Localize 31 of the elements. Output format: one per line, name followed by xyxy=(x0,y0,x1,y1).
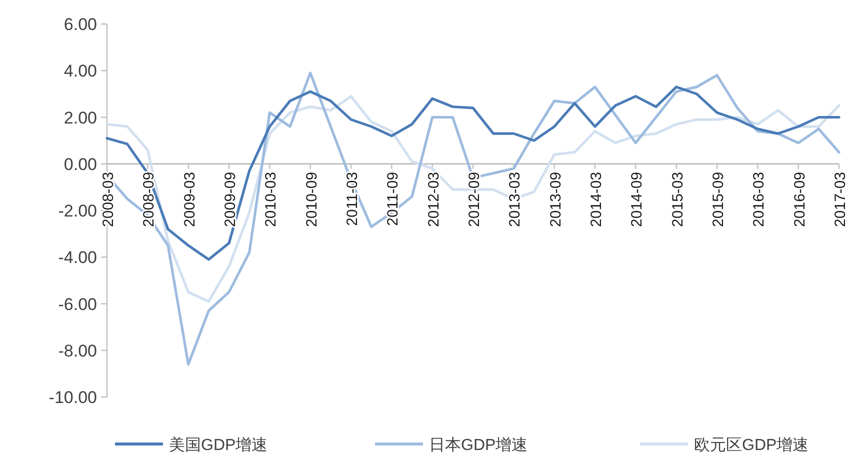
y-tick-label: -8.00 xyxy=(58,341,97,360)
legend-label: 美国GDP增速 xyxy=(169,436,268,454)
x-tick-label: 2013-03 xyxy=(506,172,524,227)
x-tick-label: 2011-03 xyxy=(344,172,361,226)
x-tick-label: 2009-03 xyxy=(181,172,198,227)
legend-label: 欧元区GDP增速 xyxy=(694,436,809,454)
y-tick-label: 0.00 xyxy=(64,154,97,174)
y-tick-label: 2.00 xyxy=(64,108,97,128)
x-tick-label: 2009-09 xyxy=(222,172,239,227)
x-tick-label: 2013-09 xyxy=(547,172,564,227)
legend-label: 日本GDP增速 xyxy=(429,436,528,454)
x-tick-label: 2008-03 xyxy=(100,172,117,227)
y-tick-label: -6.00 xyxy=(58,294,97,314)
x-tick-label: 2015-03 xyxy=(669,172,686,227)
x-tick-label: 2012-03 xyxy=(425,172,442,227)
x-tick-label: 2012-09 xyxy=(466,172,483,227)
x-tick-label: 2014-03 xyxy=(588,172,605,227)
y-tick-label: 6.00 xyxy=(64,15,97,34)
x-tick-label: 2011-09 xyxy=(384,172,402,226)
y-tick-label: 4.00 xyxy=(64,62,97,81)
y-tick-label: -10.00 xyxy=(48,388,97,407)
x-tick-label: 2016-03 xyxy=(750,172,768,227)
x-tick-label: 2017-03 xyxy=(832,172,849,227)
x-tick-label: 2016-09 xyxy=(791,172,808,227)
x-tick-label: 2010-09 xyxy=(303,172,320,227)
y-tick-label: -4.00 xyxy=(58,248,97,268)
y-tick-label: -2.00 xyxy=(58,202,97,220)
x-tick-label: 2010-03 xyxy=(262,172,280,227)
x-tick-label: 2008-09 xyxy=(140,172,158,227)
x-tick-label: 2015-09 xyxy=(710,172,727,227)
x-tick-label: 2014-09 xyxy=(628,172,646,227)
